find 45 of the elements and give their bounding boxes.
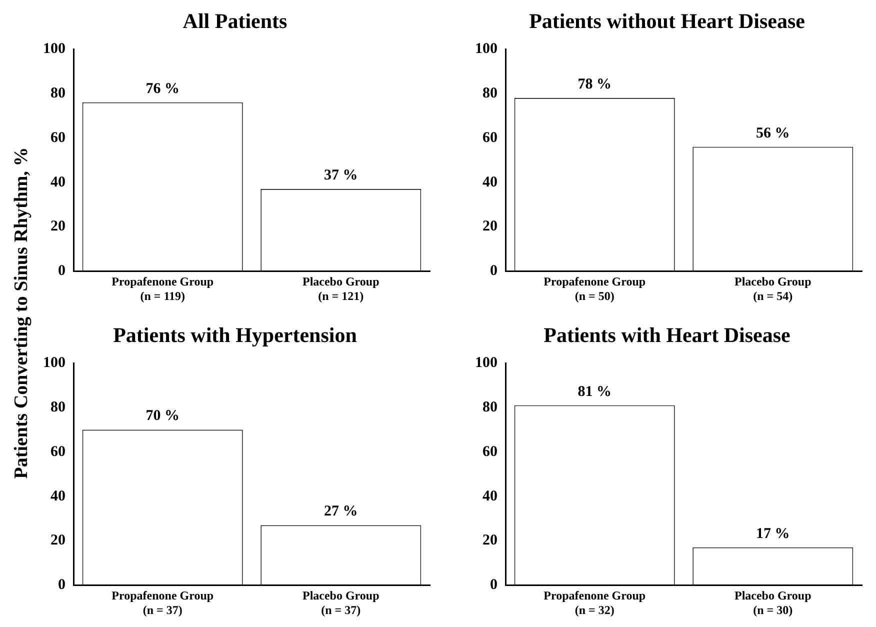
y-tick-label: 0: [58, 263, 66, 280]
data-label: 17 %: [756, 526, 790, 542]
y-tick-label: 0: [490, 577, 498, 594]
data-label: 76 %: [146, 80, 180, 97]
chart-title: Patients with Heart Disease: [544, 323, 790, 348]
y-tick-label: 40: [482, 174, 498, 190]
y-tick-label: 100: [43, 41, 66, 58]
data-label: 81 %: [578, 384, 612, 400]
x-tick-label: Placebo Group (n = 54): [734, 274, 812, 303]
y-tick-label: 100: [475, 355, 498, 372]
x-tick-label: Propafenone Group (n = 119): [112, 274, 214, 303]
y-tick-label: 20: [50, 218, 66, 235]
y-tick-label: 20: [482, 532, 498, 549]
y-tick-label: 60: [50, 444, 66, 460]
x-tick-label: Propafenone Group (n = 37): [112, 588, 214, 617]
y-tick-label: 0: [490, 263, 498, 280]
y-tick-label: 80: [50, 399, 66, 416]
x-tick-label: Propafenone Group (n = 50): [544, 274, 646, 303]
y-tick-label: 40: [50, 174, 66, 190]
data-label: 56 %: [756, 125, 790, 142]
data-label: 78 %: [578, 76, 612, 92]
chart-title: Patients with Hypertension: [113, 323, 358, 348]
y-axis-title: Patients Converting to Sinus Rhythm, %: [11, 147, 33, 479]
y-tick-label: 20: [482, 218, 498, 235]
data-label: 70 %: [146, 408, 180, 424]
y-tick-label: 80: [482, 85, 498, 102]
x-tick-label: Placebo Group (n = 30): [734, 588, 812, 617]
y-tick-label: 60: [50, 130, 66, 146]
x-tick-label: Placebo Group (n = 121): [302, 274, 380, 303]
y-tick-label: 20: [50, 532, 66, 549]
y-tick-label: 60: [482, 444, 498, 460]
y-tick-label: 100: [43, 355, 66, 372]
y-tick-label: 40: [482, 488, 498, 504]
x-tick-label: Placebo Group (n = 37): [302, 588, 380, 617]
y-tick-label: 40: [50, 488, 66, 504]
chart-title: All Patients: [182, 9, 288, 34]
data-label: 27 %: [324, 504, 358, 520]
y-tick-label: 60: [482, 130, 498, 146]
data-label: 37 %: [324, 167, 358, 184]
y-tick-label: 80: [482, 399, 498, 416]
x-tick-label: Propafenone Group (n = 32): [544, 588, 646, 617]
y-tick-label: 80: [50, 85, 66, 102]
chart-title: Patients without Heart Disease: [529, 9, 805, 34]
y-tick-label: 100: [475, 41, 498, 58]
y-tick-label: 0: [58, 577, 66, 594]
